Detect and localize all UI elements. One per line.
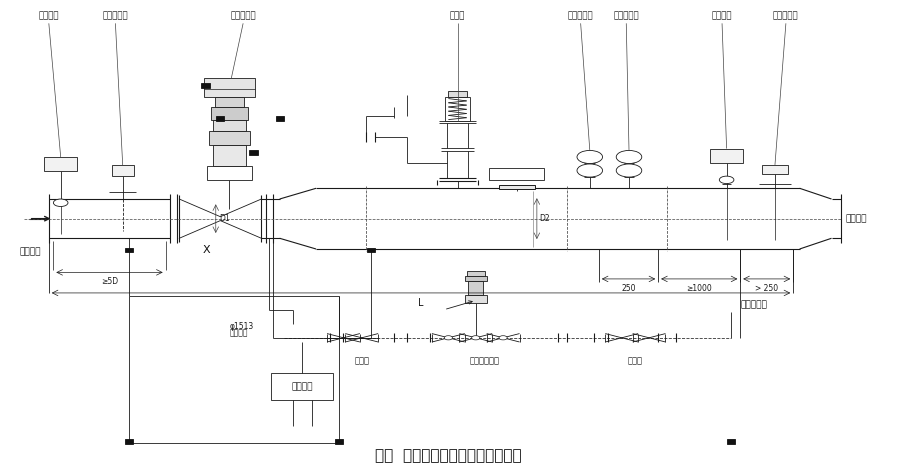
Bar xyxy=(275,117,284,120)
Text: 入口压变: 入口压变 xyxy=(38,12,59,21)
Circle shape xyxy=(616,150,641,164)
Bar xyxy=(215,97,244,107)
Text: 出口压变: 出口压变 xyxy=(712,12,732,21)
Bar xyxy=(762,165,788,174)
Circle shape xyxy=(577,150,603,164)
Bar xyxy=(216,117,224,120)
Text: 蒸汽出口: 蒸汽出口 xyxy=(845,214,867,223)
Bar xyxy=(125,439,134,444)
Text: φ1513: φ1513 xyxy=(230,321,253,330)
Text: 无缝钢管: 无缝钢管 xyxy=(230,329,248,337)
Text: > 250: > 250 xyxy=(755,284,779,293)
Bar xyxy=(204,78,255,97)
Text: 截止阀: 截止阀 xyxy=(628,357,643,366)
Text: 热控装置: 热控装置 xyxy=(292,383,313,392)
Bar xyxy=(465,295,487,303)
Text: X: X xyxy=(203,245,210,255)
Bar xyxy=(201,83,210,88)
Bar xyxy=(710,149,743,163)
Text: 减温水调节阀: 减温水调节阀 xyxy=(470,357,500,366)
Text: 出口热电阻: 出口热电阻 xyxy=(773,12,799,21)
Bar xyxy=(367,248,375,252)
Bar xyxy=(207,166,253,180)
Text: 现场温度计: 现场温度计 xyxy=(613,12,639,21)
Bar xyxy=(210,131,250,145)
Bar xyxy=(445,97,470,120)
Text: D2: D2 xyxy=(539,214,550,223)
Bar xyxy=(211,107,248,119)
Text: 减温水进口: 减温水进口 xyxy=(740,301,767,310)
Text: 蒸汽进口: 蒸汽进口 xyxy=(19,247,41,256)
Circle shape xyxy=(616,164,641,177)
Text: 止回阀: 止回阀 xyxy=(354,357,370,366)
Circle shape xyxy=(53,199,68,206)
Bar xyxy=(335,439,343,444)
Bar xyxy=(125,248,134,252)
Bar xyxy=(272,373,333,400)
Bar xyxy=(465,275,487,281)
Circle shape xyxy=(445,336,453,340)
Text: L: L xyxy=(418,298,424,308)
Circle shape xyxy=(471,336,479,340)
Text: 250: 250 xyxy=(621,284,636,293)
Bar xyxy=(44,157,77,171)
Circle shape xyxy=(499,336,507,340)
Text: ≥5D: ≥5D xyxy=(101,277,118,286)
Bar xyxy=(448,91,467,97)
Text: ≥1000: ≥1000 xyxy=(686,284,712,293)
Bar xyxy=(499,186,535,189)
Bar xyxy=(112,165,134,176)
Circle shape xyxy=(719,176,734,184)
Text: 减温减压阀: 减温减压阀 xyxy=(231,12,256,21)
Text: 现场压力表: 现场压力表 xyxy=(568,12,594,21)
Text: 安全阀: 安全阀 xyxy=(450,12,465,21)
Bar xyxy=(467,271,485,275)
Bar xyxy=(490,168,544,180)
Polygon shape xyxy=(280,188,316,249)
Bar xyxy=(213,119,246,131)
Bar xyxy=(213,145,246,166)
Bar xyxy=(468,281,483,295)
Circle shape xyxy=(577,164,603,177)
Bar xyxy=(249,150,258,155)
Text: 入口热电阻: 入口热电阻 xyxy=(102,12,128,21)
Text: D1: D1 xyxy=(220,214,231,223)
Bar xyxy=(727,439,736,444)
Text: 图二  直行程、弹簧安全阀示意简图: 图二 直行程、弹簧安全阀示意简图 xyxy=(375,448,522,463)
